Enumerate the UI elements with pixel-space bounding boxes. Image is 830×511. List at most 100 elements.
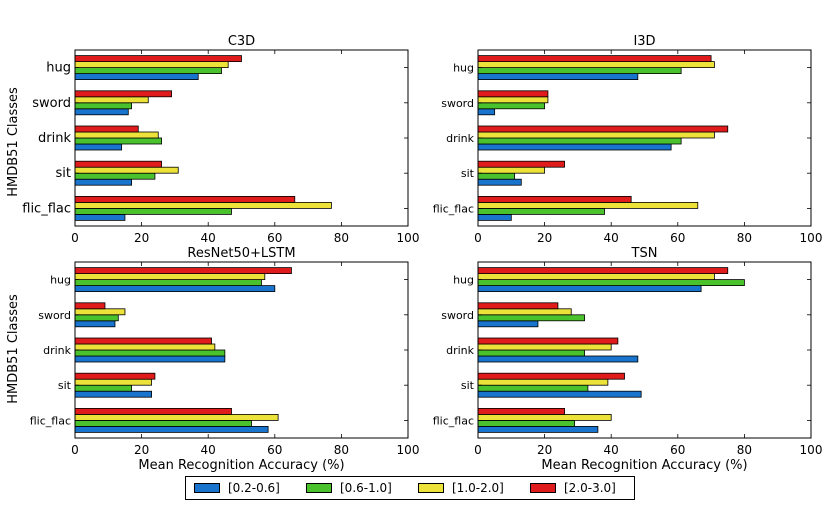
axes-frame-2 [74,261,409,439]
legend-label-0: [0.2-0.6] [228,481,280,495]
category-label-0-1: sword [32,96,71,111]
bar-3-flic_flac-s0 [477,425,599,433]
category-label-2-3: sit [58,379,72,392]
xtick-label-3-3: 60 [670,443,685,457]
bar-1-sit-s1 [477,172,516,180]
bar-0-sword-s3 [74,90,172,98]
bar-1-hug-s3 [477,55,712,62]
bar-1-flic_flac-s2 [477,201,699,209]
legend-label-1: [0.6-1.0] [340,481,392,495]
bar-3-sword-s2 [477,308,572,316]
chart-panel-3: TSN hug sword drink sit flic_flac 0 20 40 60 80 100… [433,246,823,473]
bar-2-flic_flac-s2 [74,413,279,421]
bar-0-hug-s1 [74,67,222,74]
category-label-3-1: sword [441,309,474,322]
bar-0-flic_flac-s3 [74,195,296,203]
xtick-label-0-1: 20 [134,231,149,245]
bar-2-sword-s0 [74,320,116,328]
chart-title-3: TSN [631,246,658,261]
bar-0-sit-s1 [74,172,156,180]
bar-0-sit-s0 [74,178,133,186]
xlabel-2: Mean Recognition Accuracy (%) [138,458,344,473]
bar-2-sit-s2 [74,378,152,386]
bar-3-drink-s3 [477,337,619,345]
xtick-label-3-5: 100 [800,443,823,457]
bar-0-drink-s2 [74,131,159,139]
category-label-1-2: drink [446,132,475,145]
bar-2-sit-s0 [74,390,152,398]
bar-1-hug-s1 [477,67,682,74]
category-label-1-0: hug [453,62,474,75]
bar-0-flic_flac-s0 [74,213,126,221]
bar-3-hug-s2 [477,273,715,281]
category-label-3-4: flic_flac [433,414,474,427]
bar-1-flic_flac-s1 [477,207,605,215]
bar-0-sword-s2 [74,96,149,104]
category-label-0-0: hug [46,61,71,76]
bar-2-drink-s3 [74,337,212,345]
ylabel-top: HMDB51 Classes [6,87,21,197]
bar-1-sword-s2 [477,96,549,104]
bar-1-sit-s3 [477,160,565,168]
legend: [0.2-0.6] [0.6-1.0] [1.0-2.0] [2.0-3.0] [185,476,635,500]
xtick-label-1-5: 100 [800,231,823,245]
xtick-label-2-2: 40 [201,443,216,457]
bar-0-flic_flac-s1 [74,207,232,215]
bar-1-drink-s2 [477,131,715,139]
bar-2-flic_flac-s0 [74,425,269,433]
bar-1-flic_flac-s0 [477,213,512,221]
xtick-label-1-2: 40 [604,231,619,245]
chart-panel-0: C3D hug sword drink sit flic_flac 0 20 40 60 80 100 [22,34,419,245]
bar-1-drink-s1 [477,137,682,145]
bar-3-drink-s2 [477,343,612,351]
xtick-label-0-4: 80 [334,231,349,245]
bar-0-sword-s1 [74,102,133,110]
bar-3-flic_flac-s1 [477,419,575,427]
bar-3-hug-s0 [477,285,702,293]
bar-1-sword-s0 [477,108,496,116]
bar-0-sit-s3 [74,160,162,168]
bar-0-hug-s2 [74,61,229,68]
category-label-0-3: sit [56,166,71,181]
xtick-label-0-2: 40 [201,231,216,245]
bar-0-hug-s0 [74,73,199,80]
bar-3-flic_flac-s2 [477,413,612,421]
category-label-1-4: flic_flac [433,202,474,215]
category-label-3-3: sit [461,379,475,392]
bar-1-hug-s0 [477,73,639,80]
axes-frame-3 [477,261,812,439]
bar-1-sit-s2 [477,166,545,174]
xtick-label-1-3: 60 [670,231,685,245]
bar-1-drink-s3 [477,125,729,133]
chart-panel-1: I3D hug sword drink sit flic_flac 0 20 40 60 80 100 [433,34,823,245]
bar-3-sit-s3 [477,372,625,380]
legend-swatch-1 [306,483,332,493]
xtick-label-2-5: 100 [397,443,420,457]
bar-1-hug-s2 [477,61,715,68]
bar-2-hug-s3 [74,267,292,275]
bar-2-drink-s1 [74,349,226,357]
bar-0-flic_flac-s2 [74,201,332,209]
chart-panel-2: ResNet50+LSTM hug sword drink sit flic_flac 0 2… [30,246,420,473]
xtick-label-3-2: 40 [604,443,619,457]
bar-3-drink-s1 [477,349,585,357]
bar-0-hug-s3 [74,55,242,62]
xtick-label-1-0: 0 [474,231,482,245]
legend-swatch-2 [418,483,444,493]
chart-title-0: C3D [228,34,255,49]
bar-2-flic_flac-s1 [74,419,252,427]
category-label-2-0: hug [50,274,71,287]
bar-3-flic_flac-s3 [477,407,565,415]
category-label-3-2: drink [446,344,475,357]
xtick-label-2-0: 0 [71,443,79,457]
legend-label-3: [2.0-3.0] [564,481,616,495]
bar-2-hug-s0 [74,285,276,293]
bar-2-drink-s2 [74,343,216,351]
bar-3-sit-s0 [477,390,642,398]
xtick-label-1-1: 20 [537,231,552,245]
legend-item-0: [0.2-0.6] [186,481,298,495]
bar-0-sit-s2 [74,166,179,174]
bar-1-sword-s3 [477,90,549,98]
xtick-label-1-4: 80 [737,231,752,245]
bar-3-sword-s0 [477,320,539,328]
